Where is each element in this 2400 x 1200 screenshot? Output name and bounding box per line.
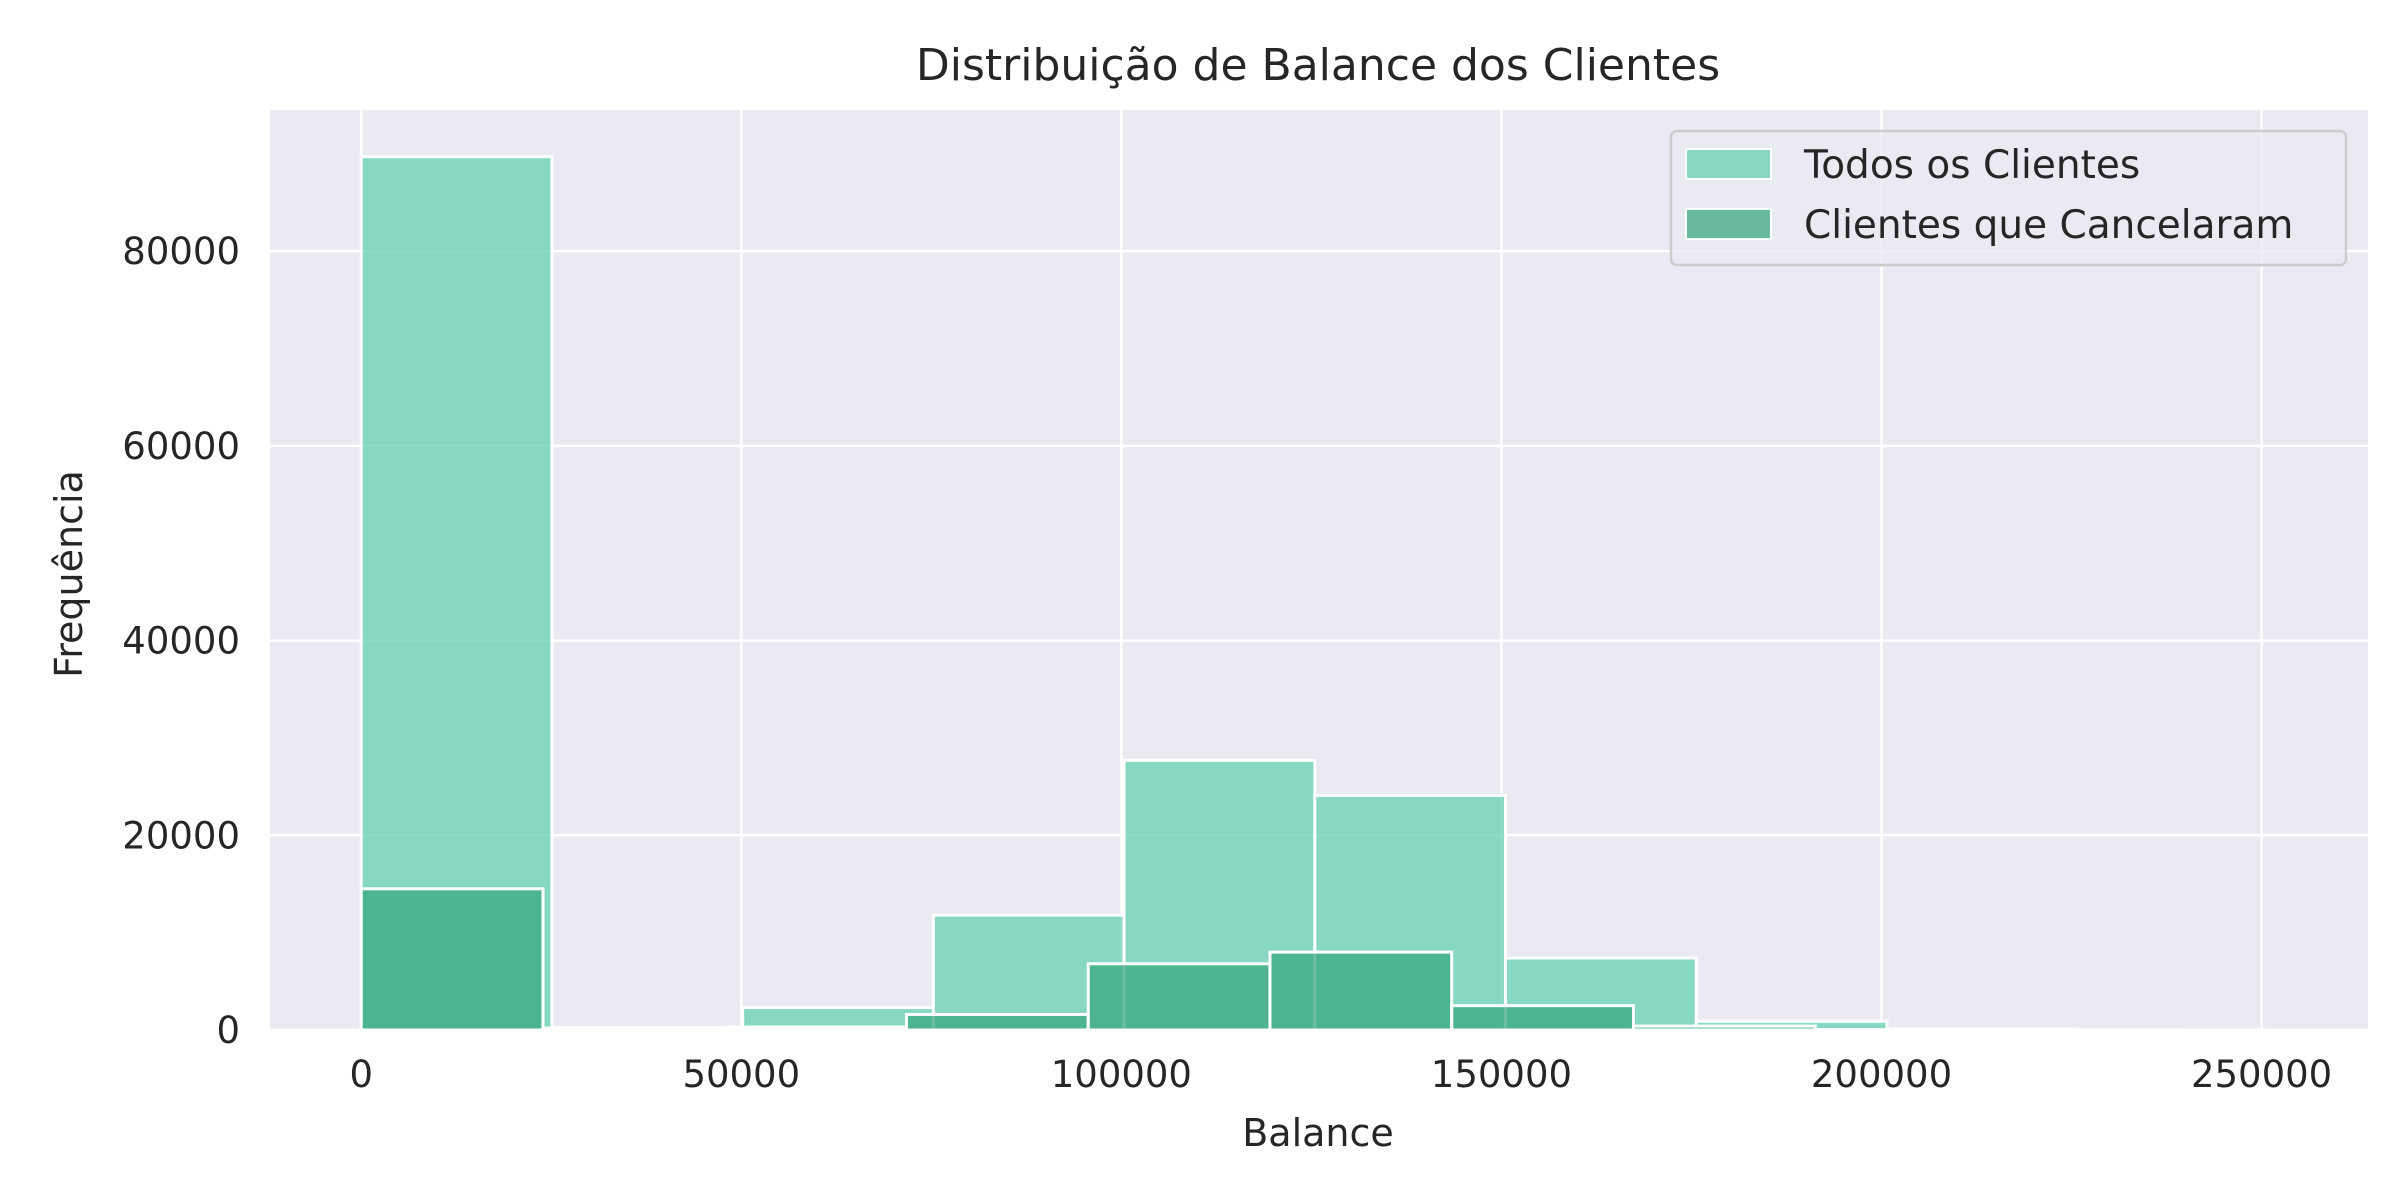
bar-cancelaram-6 [1450, 1004, 1635, 1032]
legend: Todos os Clientes Clientes que Cancelara… [1669, 129, 2348, 267]
y-tick-label: 20000 [122, 814, 240, 857]
bar-cancelaram-3 [904, 1012, 1090, 1032]
bar-cancelaram-5 [1268, 950, 1454, 1032]
x-tick-label: 250000 [2191, 1053, 2332, 1096]
chart-title: Distribuição de Balance dos Clientes [916, 40, 1720, 91]
y-tick-label: 0 [216, 1009, 240, 1052]
x-axis-ticks: 0 50000 100000 150000 200000 250000 [349, 1053, 2332, 1096]
legend-swatch-cancelaram [1685, 208, 1772, 240]
y-tick-label: 80000 [122, 230, 240, 273]
bar-cancelaram-2 [723, 1025, 908, 1032]
x-tick-label: 50000 [682, 1053, 800, 1096]
legend-swatch-todos [1685, 148, 1772, 180]
x-axis-label: Balance [1242, 1111, 1394, 1155]
bar-cancelaram-7 [1631, 1024, 1817, 1032]
y-tick-label: 60000 [122, 425, 240, 468]
x-tick-label: 200000 [1811, 1053, 1952, 1096]
y-axis-label: Frequência [47, 470, 91, 678]
bar-todos-0 [359, 155, 554, 1032]
y-tick-label: 40000 [122, 620, 240, 663]
legend-frame [1669, 129, 2348, 267]
x-tick-label: 150000 [1431, 1053, 1572, 1096]
x-tick-label: 100000 [1051, 1053, 1192, 1096]
bar-cancelaram-4 [1086, 962, 1272, 1032]
y-axis-ticks: 0 20000 40000 60000 80000 [122, 230, 240, 1052]
legend-label-cancelaram: Clientes que Cancelaram [1804, 203, 2293, 248]
bar-cancelaram-0 [359, 887, 545, 1032]
x-tick-label: 0 [349, 1053, 373, 1096]
histogram-bars [359, 155, 2270, 1032]
bar-cancelaram-1 [541, 1026, 727, 1032]
legend-label-todos: Todos os Clientes [1803, 143, 2140, 188]
